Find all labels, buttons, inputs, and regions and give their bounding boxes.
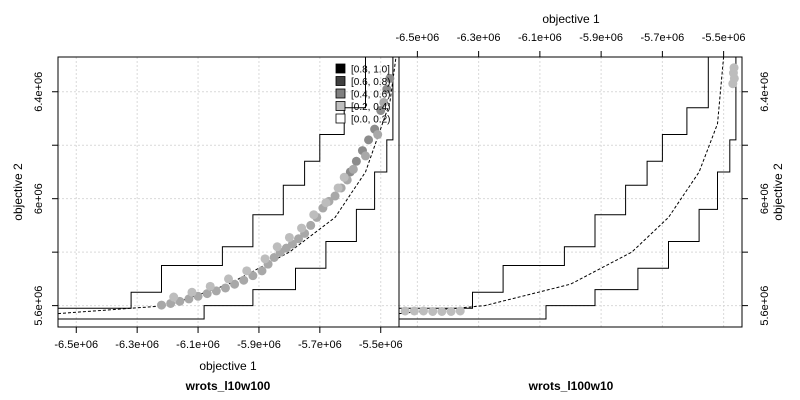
- legend-swatch: [335, 63, 346, 74]
- x-tick-label: -5.7e+06: [298, 339, 342, 351]
- x-tick-label: -5.5e+06: [359, 339, 403, 351]
- data-point: [364, 135, 374, 145]
- legend-label: [0.0, 0.2): [351, 115, 390, 126]
- data-point: [257, 266, 267, 276]
- data-point: [330, 191, 340, 201]
- gridlines-2: [399, 57, 742, 327]
- plot-frame-2: [398, 56, 743, 328]
- data-point: [428, 306, 438, 316]
- lower-attainment-line: [58, 57, 394, 320]
- legend-swatch: [335, 101, 346, 111]
- x-ticks-2: -6.5e+06 -6.3e+06 -6.1e+06 -5.9e+06 -5.7e+06…: [396, 32, 746, 57]
- y-axis-title-2: objective 2: [771, 163, 785, 221]
- data-point: [385, 73, 395, 83]
- legend-label: [0.2, 0.4): [351, 102, 390, 113]
- x-tick-label: -5.9e+06: [579, 32, 623, 44]
- x-tick-label: -5.5e+06: [702, 32, 746, 44]
- x-tick-label: -6.1e+06: [176, 339, 220, 351]
- data-points-1: [157, 73, 395, 310]
- x-tick-label: -6.1e+06: [518, 32, 562, 44]
- data-point: [239, 275, 249, 285]
- data-point: [437, 306, 447, 316]
- x-tick-label: -6.3e+06: [115, 339, 159, 351]
- legend-label: [0.4, 0.6): [351, 90, 390, 101]
- data-point: [400, 306, 410, 316]
- lower-attainment-line: [399, 57, 737, 320]
- data-point: [409, 306, 419, 316]
- data-point: [297, 223, 307, 233]
- attainment-lines-2: [398, 56, 737, 320]
- legend-swatch: [335, 76, 346, 86]
- data-point: [446, 306, 456, 316]
- y-ticks-1: 5.6e+06 6e+06 6.4e+06: [33, 72, 58, 326]
- panel-title-2: wrots_l100w10: [528, 379, 614, 393]
- x-tick-label: -6.5e+06: [396, 32, 440, 44]
- data-point: [284, 232, 294, 242]
- upper-attainment-line: [58, 57, 366, 309]
- y-tick-label: 5.6e+06: [759, 286, 771, 326]
- legend-label: [0.8, 1.0]: [351, 65, 390, 76]
- data-point: [187, 287, 197, 297]
- y-axis-title-1: objective 2: [11, 163, 25, 221]
- y-tick-label: 6.4e+06: [33, 72, 45, 112]
- legend-swatch: [335, 88, 346, 99]
- y-ticks-2: 5.6e+06 6e+06 6.4e+06: [742, 72, 771, 326]
- data-point: [184, 294, 194, 304]
- data-point: [382, 84, 392, 94]
- y-tick-label: 6.4e+06: [759, 72, 771, 112]
- legend: [0.8, 1.0][0.6, 0.8) [0.4, 0.6)[0.2, 0.4)…: [335, 63, 390, 126]
- x-tick-label: -6.5e+06: [54, 339, 98, 351]
- data-point: [248, 271, 258, 281]
- data-point: [373, 130, 383, 140]
- data-point: [306, 220, 316, 230]
- data-point: [169, 292, 179, 302]
- data-point: [455, 306, 465, 316]
- data-point: [294, 234, 304, 244]
- x-tick-label: -5.7e+06: [641, 32, 685, 44]
- data-point: [339, 172, 349, 182]
- data-point: [205, 281, 215, 291]
- data-point: [321, 198, 331, 208]
- panel-wrots-l10w100: -6.5e+06 -6.3e+06 -6.1e+06 -5.9e+06 -5.7e+06…: [11, 56, 403, 393]
- legend-swatch: [335, 113, 346, 124]
- data-point: [379, 97, 389, 107]
- data-point: [224, 274, 233, 284]
- data-point: [376, 105, 386, 115]
- x-tick-label: -6.3e+06: [457, 32, 501, 44]
- data-point: [272, 242, 282, 252]
- data-point: [260, 254, 270, 264]
- data-point: [361, 151, 371, 161]
- panel-title-1: wrots_l10w100: [185, 379, 271, 393]
- data-point: [419, 306, 428, 316]
- plot-area-2: [399, 57, 742, 327]
- upper-attainment-line: [399, 57, 709, 309]
- data-point: [348, 164, 358, 174]
- data-point: [287, 239, 297, 249]
- x-ticks-1: -6.5e+06 -6.3e+06 -6.1e+06 -5.9e+06 -5.7e+06…: [54, 327, 403, 351]
- x-axis-title-1: objective 1: [199, 359, 257, 373]
- data-point: [351, 156, 361, 166]
- legend-label: [0.6, 0.8): [351, 77, 390, 88]
- panel-wrots-l100w10: -6.5e+06 -6.3e+06 -6.1e+06 -5.9e+06 -5.7e+06…: [396, 12, 785, 393]
- data-point: [202, 289, 212, 299]
- median-attainment-line: [398, 56, 725, 315]
- data-points-2: [400, 63, 739, 316]
- data-point: [269, 252, 279, 262]
- data-point: [157, 300, 167, 310]
- y-tick-label: 6e+06: [759, 183, 771, 214]
- data-point: [230, 279, 240, 289]
- data-point: [220, 283, 230, 293]
- data-point: [242, 266, 252, 276]
- data-point: [333, 183, 343, 193]
- x-axis-title-2: objective 1: [542, 12, 600, 26]
- y-tick-label: 5.6e+06: [33, 286, 45, 326]
- data-point: [729, 63, 739, 73]
- y-tick-label: 6e+06: [33, 183, 45, 214]
- data-point: [309, 210, 319, 220]
- x-tick-label: -5.9e+06: [237, 339, 281, 351]
